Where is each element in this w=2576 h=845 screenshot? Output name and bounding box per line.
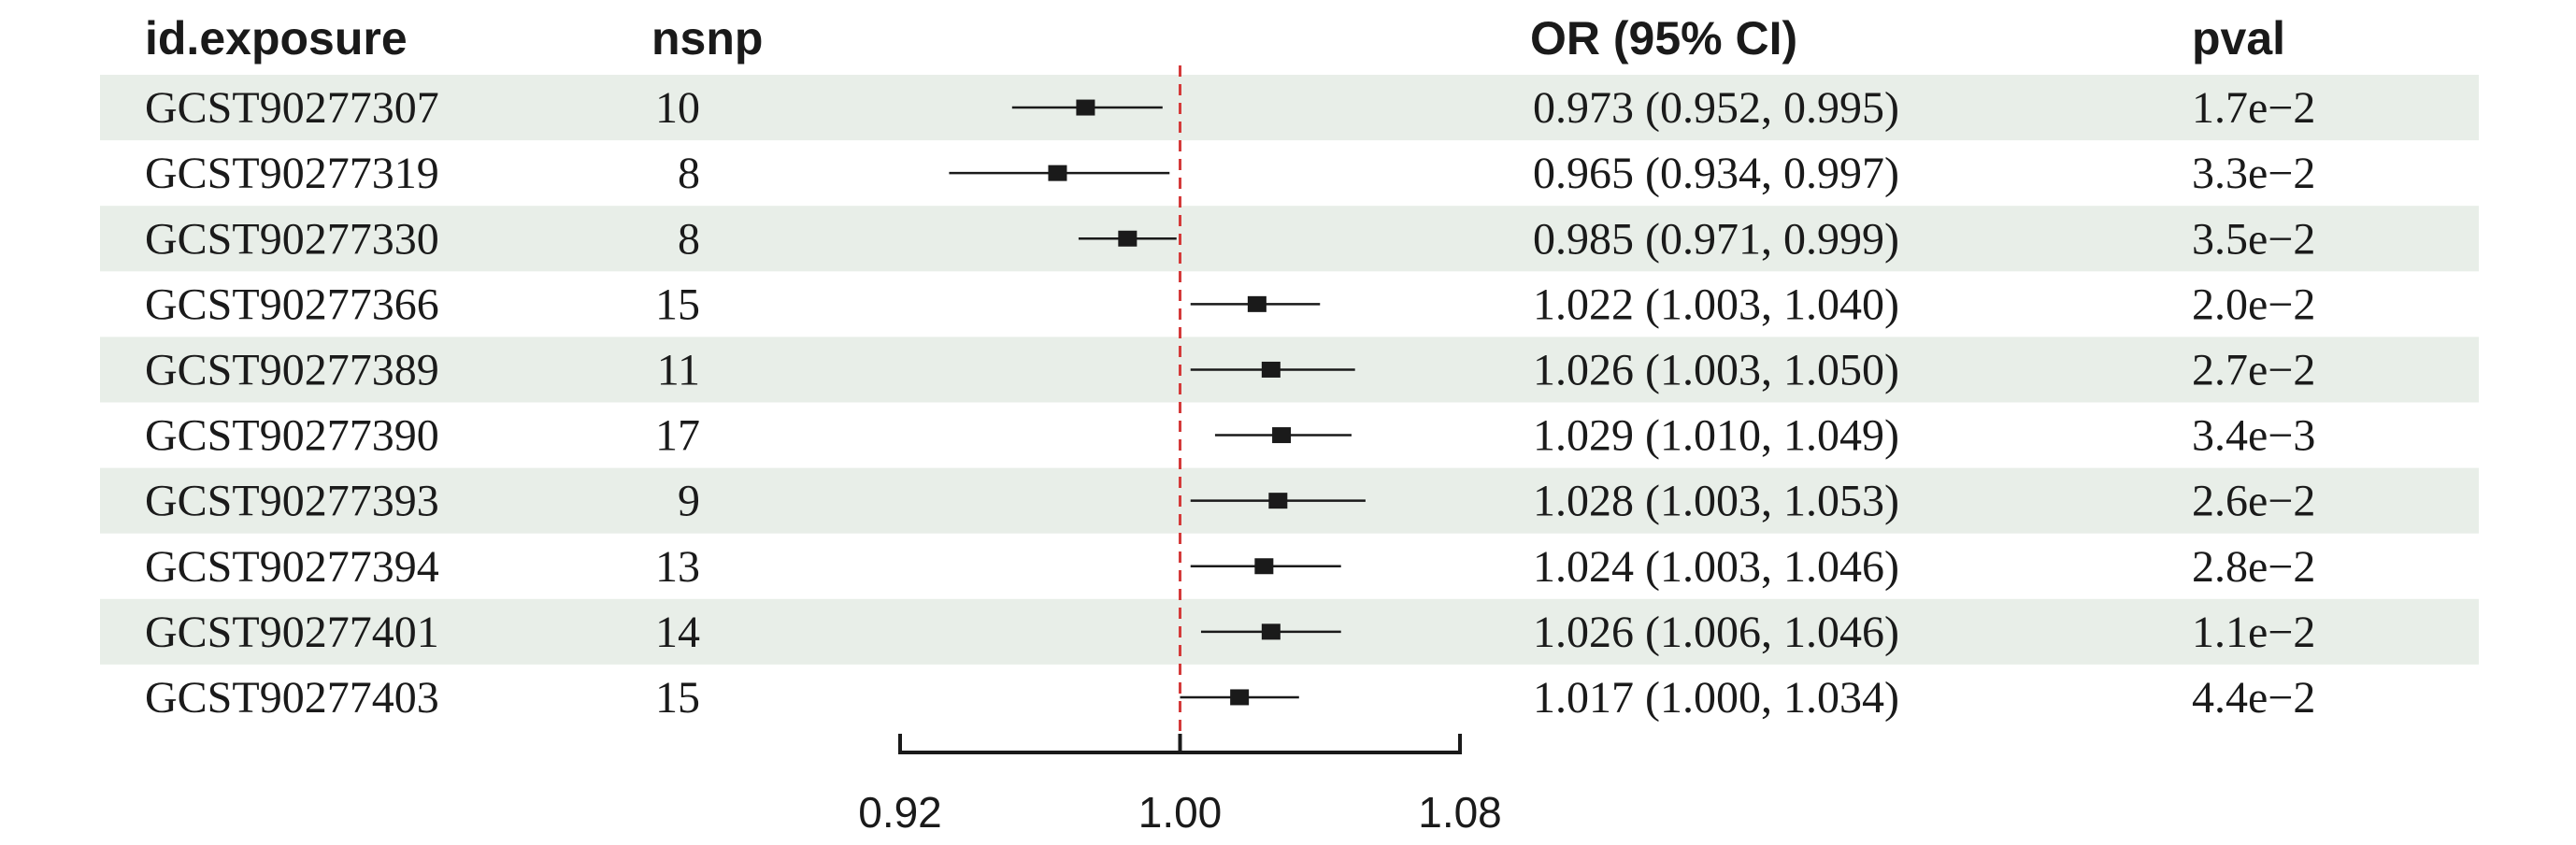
- x-axis: 0.92 1.00 1.08: [858, 734, 1502, 837]
- point-estimate: [1254, 558, 1274, 575]
- or-ci-cell: 1.026 (1.003, 1.050): [1533, 345, 1899, 394]
- row-stripe: [100, 206, 2479, 272]
- nsnp-cell: 14: [655, 608, 700, 657]
- point-estimate: [1268, 493, 1288, 509]
- nsnp-cell: 10: [655, 83, 700, 133]
- nsnp-cell: 15: [655, 279, 700, 329]
- pval-cell: 4.4e−2: [2192, 673, 2315, 723]
- point-estimate: [1261, 361, 1281, 378]
- pval-cell: 2.0e−2: [2192, 279, 2315, 329]
- pval-cell: 3.4e−3: [2192, 411, 2315, 461]
- nsnp-cell: 9: [678, 477, 700, 526]
- forest-marks: [949, 99, 1366, 706]
- or-ci-cell: 0.985 (0.971, 0.999): [1533, 214, 1899, 264]
- point-estimate: [1272, 427, 1292, 444]
- table-rows: GCST90277307 10 0.973 (0.952, 0.995) 1.7e−2…: [145, 83, 2315, 723]
- nsnp-cell: 15: [655, 673, 700, 723]
- pval-cell: 3.3e−2: [2192, 149, 2315, 198]
- or-ci-cell: 0.965 (0.934, 0.997): [1533, 149, 1899, 198]
- point-estimate: [1247, 295, 1267, 312]
- or-ci-cell: 1.017 (1.000, 1.034): [1533, 673, 1899, 723]
- exposure-cell: GCST90277401: [145, 608, 439, 657]
- or-ci-cell: 1.022 (1.003, 1.040): [1533, 279, 1899, 329]
- exposure-cell: GCST90277390: [145, 411, 439, 461]
- exposure-cell: GCST90277319: [145, 149, 439, 198]
- header-nsnp: nsnp: [651, 12, 763, 64]
- header-or-ci: OR (95% CI): [1530, 12, 1797, 64]
- axis-tick-label: 1.08: [1418, 788, 1502, 837]
- or-ci-cell: 1.028 (1.003, 1.053): [1533, 477, 1899, 526]
- or-ci-cell: 0.973 (0.952, 0.995): [1533, 83, 1899, 133]
- exposure-cell: GCST90277307: [145, 83, 439, 133]
- exposure-cell: GCST90277403: [145, 673, 439, 723]
- pval-cell: 1.7e−2: [2192, 83, 2315, 133]
- point-estimate: [1118, 230, 1138, 247]
- axis-tick-label: 0.92: [858, 788, 942, 837]
- point-estimate: [1230, 689, 1250, 706]
- header-exposure: id.exposure: [145, 12, 408, 64]
- exposure-cell: GCST90277393: [145, 477, 439, 526]
- pval-cell: 1.1e−2: [2192, 608, 2315, 657]
- exposure-cell: GCST90277330: [145, 214, 439, 264]
- pval-cell: 2.6e−2: [2192, 477, 2315, 526]
- exposure-cell: GCST90277394: [145, 542, 439, 592]
- axis-tick-label: 1.00: [1138, 788, 1223, 837]
- nsnp-cell: 11: [657, 345, 700, 394]
- header-pval: pval: [2192, 12, 2285, 64]
- point-estimate: [1048, 165, 1067, 181]
- nsnp-cell: 8: [678, 214, 700, 264]
- exposure-cell: GCST90277366: [145, 279, 439, 329]
- nsnp-cell: 17: [655, 411, 700, 461]
- nsnp-cell: 8: [678, 149, 700, 198]
- point-estimate: [1261, 623, 1281, 640]
- pval-cell: 2.8e−2: [2192, 542, 2315, 592]
- or-ci-cell: 1.024 (1.003, 1.046): [1533, 542, 1899, 592]
- pval-cell: 2.7e−2: [2192, 345, 2315, 394]
- exposure-cell: GCST90277389: [145, 345, 439, 394]
- or-ci-cell: 1.026 (1.006, 1.046): [1533, 608, 1899, 657]
- or-ci-cell: 1.029 (1.010, 1.049): [1533, 411, 1899, 461]
- row-stripe: [100, 75, 2479, 141]
- point-estimate: [1076, 99, 1095, 116]
- pval-cell: 3.5e−2: [2192, 214, 2315, 264]
- nsnp-cell: 13: [655, 542, 700, 592]
